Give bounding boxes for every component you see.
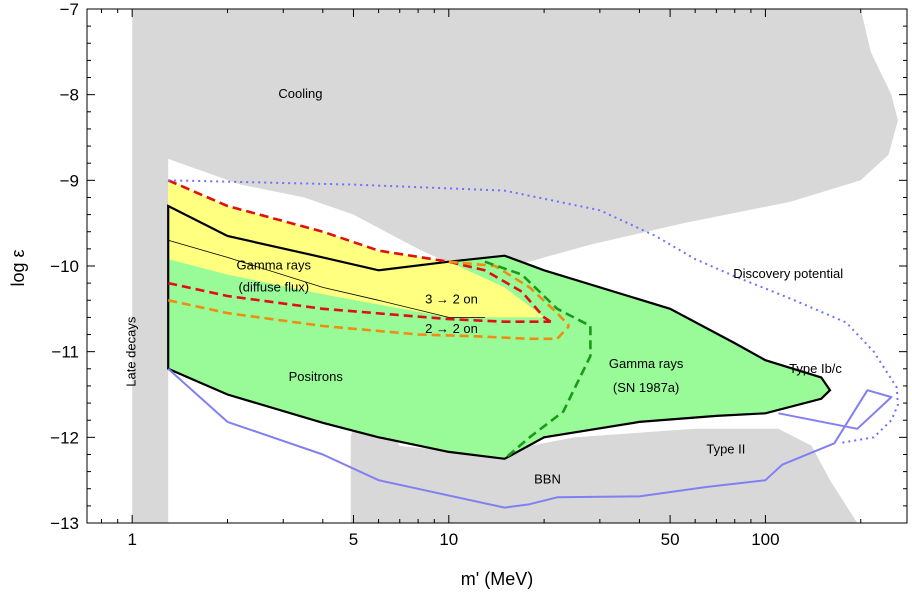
annotation-gamma-sn-1: Gamma rays [609, 356, 684, 371]
y-tick-label: −8 [60, 86, 79, 105]
y-tick-label: −12 [50, 428, 79, 447]
gamma-diffuse-region [168, 180, 545, 318]
y-tick-label: −13 [50, 514, 79, 533]
plot-area [132, 9, 899, 523]
series-orange-upper [448, 260, 571, 327]
annotation-discovery: Discovery potential [733, 266, 843, 281]
gamma-diffuse-divider [168, 239, 485, 318]
annotation-three-to-two: 3 → 2 on [425, 292, 478, 307]
gamma-sn1987a-outline [167, 204, 832, 460]
series-red-upper [167, 179, 552, 323]
annotation-type-ii: Type II [706, 442, 745, 457]
cooling-region [132, 9, 898, 523]
annotation-type-ibc: Type Ib/c [789, 361, 842, 376]
bbn-excluded-region [350, 381, 858, 523]
y-tick-label: −9 [60, 171, 79, 190]
annotation-two-to-two: 2 → 2 on [425, 321, 478, 336]
series-green-line [484, 260, 592, 460]
series-orange-lower [167, 299, 571, 341]
y-axis-label: log ε [8, 249, 28, 286]
series-bbn-line [167, 368, 893, 509]
annotation-cooling: Cooling [278, 86, 322, 101]
y-tick-label: −11 [51, 343, 79, 362]
x-tick-label: 1 [127, 530, 136, 549]
annotation-gamma-sn-2: (SN 1987a) [613, 380, 679, 395]
y-tick-label: −10 [50, 257, 79, 276]
x-tick-label: 50 [661, 530, 680, 549]
x-tick-label: 100 [751, 530, 779, 549]
plot-layers [132, 9, 899, 523]
y-tick-label: −7 [60, 0, 79, 19]
annotation-positrons: Positrons [289, 369, 344, 384]
x-tick-label: 5 [349, 530, 358, 549]
x-tick-label: 10 [439, 530, 458, 549]
annotation-gamma-diffuse-2: (diffuse flux) [238, 280, 309, 295]
annotation-gamma-diffuse-1: Gamma rays [237, 257, 312, 272]
series-discovery-line [168, 179, 899, 445]
annotation-bbn: BBN [534, 472, 561, 487]
chart-annotations: Cooling Late decays Gamma rays (diffuse flu… [124, 86, 844, 487]
axes: 1 5 10 50 100 −13 −12 −11 −10 −9 −8 −7 [50, 0, 908, 549]
annotation-late-decays: Late decays [124, 316, 139, 387]
x-axis-label: m' (MeV) [461, 569, 533, 589]
series-red-lower [167, 281, 551, 324]
